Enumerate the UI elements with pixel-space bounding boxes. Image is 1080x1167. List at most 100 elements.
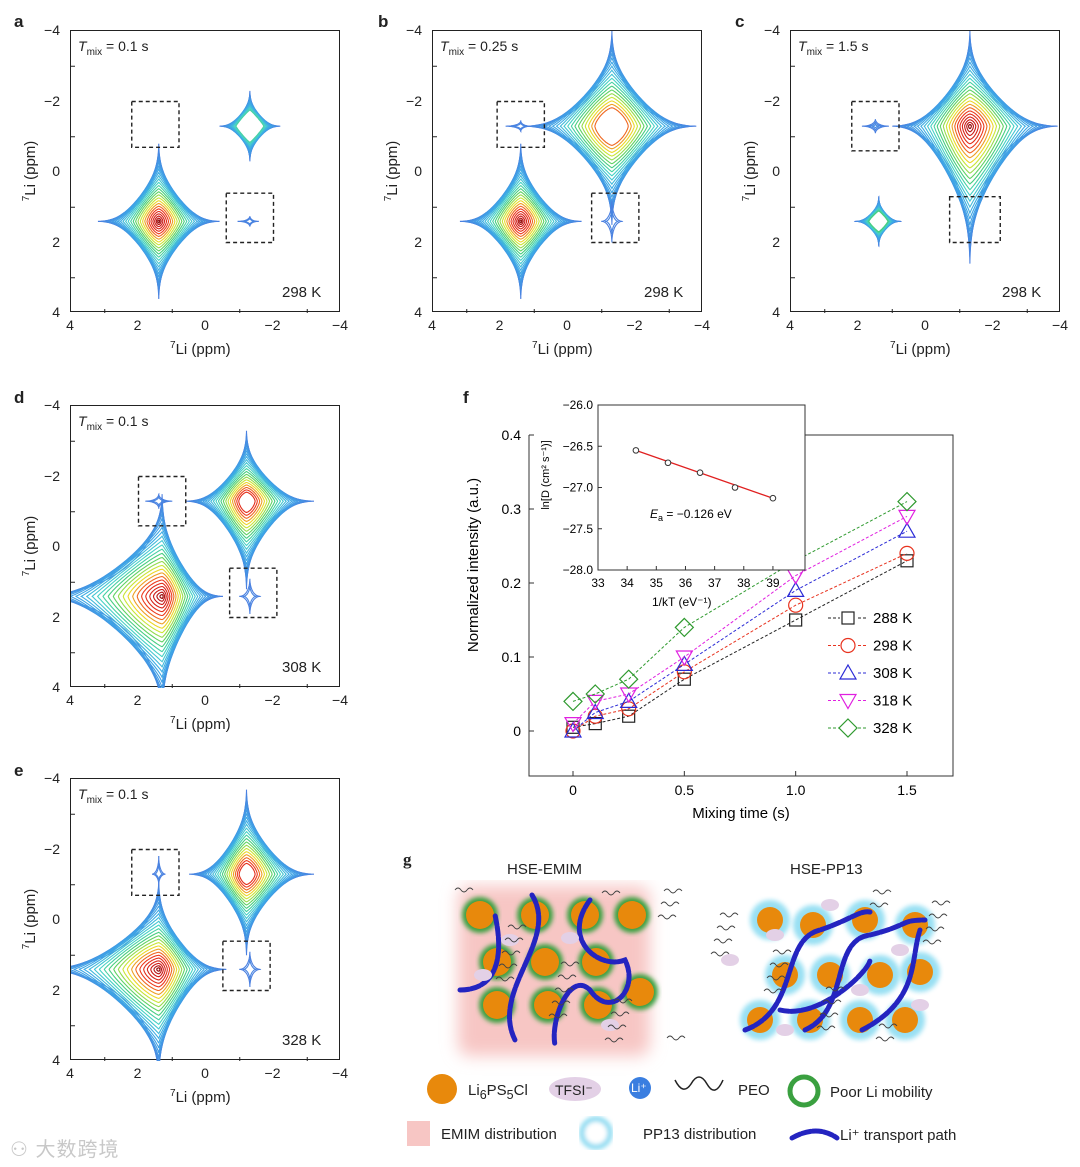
lpsc-particle — [757, 907, 783, 933]
contour-line — [78, 909, 205, 1044]
tfsi-anion — [766, 929, 784, 941]
peak-contours — [237, 216, 259, 227]
peo-chain — [766, 975, 786, 981]
lpsc-particle — [584, 991, 612, 1019]
contour-line — [71, 522, 207, 683]
contour-line — [605, 208, 619, 235]
dashed-region-box — [851, 100, 900, 152]
peo-chain — [660, 901, 680, 907]
contour-line — [544, 53, 677, 202]
legend-transport-path-label: Li⁺ transport path — [840, 1127, 957, 1144]
dashed-region-box — [131, 848, 180, 897]
peak-contours — [892, 31, 1058, 264]
y-tick-label: 0.3 — [502, 501, 522, 517]
x-tick-label: −2 — [264, 317, 281, 333]
contour-line — [127, 568, 179, 629]
contour-line — [504, 200, 538, 243]
y-tick-label: 0 — [772, 163, 780, 179]
peo-chain — [663, 888, 683, 894]
peo-chain — [719, 912, 739, 918]
contour-line — [951, 103, 991, 159]
y-tick-label: 2 — [414, 233, 422, 250]
y-tick-label: 2 — [52, 233, 60, 250]
x-tick-label: 2 — [133, 1065, 142, 1081]
contour-line — [920, 64, 1027, 215]
mixing-time-label: Tmix = 0.25 s — [440, 38, 518, 58]
legend-label: 318 K — [873, 693, 912, 710]
series-line — [572, 501, 908, 702]
x-tick-label: 2 — [853, 317, 862, 333]
contour-line — [574, 85, 648, 169]
contour-line — [154, 215, 164, 228]
legend-label: 308 K — [873, 665, 912, 682]
contour-line — [144, 203, 174, 240]
contour-line — [956, 110, 985, 149]
legend-peo-label: PEO — [738, 1082, 770, 1099]
temperature-label: 328 K — [282, 1032, 322, 1049]
contour-line — [588, 100, 635, 153]
y-tick-label: 4 — [772, 304, 780, 320]
ea-value: = −0.126 eV — [663, 507, 732, 521]
lpsc-legend-icon — [427, 1074, 457, 1104]
panel-label-a: a — [14, 12, 24, 31]
lpsc-particle — [582, 948, 610, 976]
contour-line — [71, 881, 227, 1061]
contour-line — [212, 823, 287, 923]
contour-line — [122, 174, 196, 269]
tfsi-anion — [474, 969, 492, 981]
contour-line — [154, 862, 164, 882]
peo-legend-icon — [674, 1076, 724, 1091]
contour-line — [926, 73, 1019, 203]
peak-contours — [219, 90, 281, 162]
contour-line — [116, 167, 202, 276]
contour-line — [202, 450, 297, 565]
contour-svg — [791, 31, 1058, 313]
tmix-value: 0.1 s — [118, 786, 149, 802]
x-tick-label: 1.5 — [897, 782, 917, 798]
lpsc-particle — [534, 991, 562, 1019]
inset-x-tick-label: 37 — [708, 576, 722, 590]
x-tick-label: −2 — [626, 317, 643, 333]
contour-line — [152, 213, 166, 230]
contour-line — [489, 181, 552, 261]
contour-svg — [433, 31, 697, 313]
emim-legend-icon — [407, 1121, 430, 1146]
contour-line — [112, 556, 186, 643]
contour-line — [119, 171, 199, 272]
axis-title-text: Li (ppm) — [175, 716, 231, 733]
contour-line — [484, 174, 558, 269]
tfsi-anion — [721, 954, 739, 966]
tmix-subscript: mix — [86, 421, 103, 433]
contour-line — [122, 942, 180, 1003]
contour-line — [157, 219, 161, 224]
inset-y-tick-label: −27.5 — [563, 522, 594, 536]
contour-line — [98, 924, 194, 1025]
lpsc-particle — [618, 901, 646, 929]
contour-line — [136, 575, 175, 621]
contour-line — [137, 194, 181, 249]
peo-chain — [607, 1024, 627, 1030]
peo-chain — [816, 1025, 836, 1031]
panel-label-g: g — [403, 850, 412, 869]
x-tick-label: −4 — [694, 317, 710, 333]
contour-line — [132, 572, 177, 625]
x-tick-label: 4 — [66, 692, 74, 708]
peo-chain — [819, 1012, 839, 1018]
contour-line — [968, 124, 972, 130]
contour-line — [577, 89, 645, 165]
peo-chain — [769, 962, 789, 968]
peo-chain — [878, 1023, 898, 1029]
peo-chain — [872, 889, 892, 895]
legend-marker-bg — [840, 609, 856, 627]
legend-label: 328 K — [873, 720, 912, 737]
legend-marker-bg — [840, 636, 856, 655]
legend-marker-bg — [840, 664, 856, 682]
peo-chain — [504, 937, 524, 943]
pp13-legend-icon — [579, 1116, 613, 1150]
contour-plot-d — [70, 405, 340, 688]
contour-line — [492, 184, 550, 258]
legend-label: 288 K — [873, 610, 912, 627]
panel-label-c: c — [735, 12, 745, 31]
axis-title-text: Li (ppm) — [895, 341, 951, 358]
x-axis-title: 7Li (ppm) — [170, 715, 231, 733]
